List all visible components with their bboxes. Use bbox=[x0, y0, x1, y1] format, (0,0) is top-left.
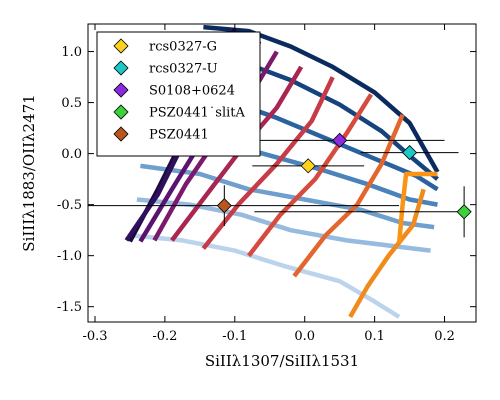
legend-marker-1 bbox=[113, 38, 129, 54]
legend-label-1: rcs0327-G bbox=[149, 40, 217, 55]
axis-ticks: -0.3 -0.2 -0.1 0.0 0.1 0.2 1.0 0.5 0.0 -0.5 -1.0 -1… bbox=[57, 24, 476, 344]
data-point-2 bbox=[402, 145, 418, 161]
x-tick-label-1: -0.3 bbox=[82, 329, 107, 344]
x-tick-label-4: 0.0 bbox=[294, 329, 315, 344]
y-axis-title: SiIIIλ1883/OIIλ2471 bbox=[20, 94, 38, 251]
data-point-4 bbox=[456, 204, 472, 220]
x-tick-label-5: 0.1 bbox=[364, 329, 385, 344]
legend-marker-2 bbox=[113, 60, 129, 76]
model-track-10 bbox=[396, 171, 438, 244]
legend-label-3: S0108+0624 bbox=[149, 84, 235, 99]
data-markers bbox=[216, 132, 472, 220]
model-track-9 bbox=[348, 188, 426, 319]
data-point-1 bbox=[300, 158, 316, 174]
model-grid bbox=[124, 24, 440, 319]
plot-frame bbox=[87, 23, 477, 323]
model-curve-6 bbox=[136, 197, 431, 253]
legend-label-5: PSZ0441 bbox=[149, 128, 209, 143]
x-axis-title: SiIIλ1307/SiIIλ1531 bbox=[205, 352, 359, 370]
model-track-7 bbox=[247, 93, 374, 258]
legend-label-4: PSZ0441˙slitA bbox=[149, 106, 245, 121]
legend: rcs0327-G rcs0327-U S0108+0624 PSZ0441˙slit… bbox=[96, 31, 261, 157]
y-tick-label-3: 0.0 bbox=[61, 147, 82, 162]
model-curve-1 bbox=[203, 24, 440, 174]
model-curve-5 bbox=[140, 163, 435, 230]
legend-marker-5 bbox=[113, 126, 129, 142]
model-curve-7 bbox=[129, 233, 401, 319]
y-tick-label-6: -1.5 bbox=[57, 300, 82, 315]
data-point-3 bbox=[332, 132, 348, 148]
legend-label-2: rcs0327-U bbox=[149, 62, 218, 77]
y-tick-label-2: 0.5 bbox=[61, 96, 82, 111]
data-point-5 bbox=[216, 198, 232, 214]
y-tick-label-5: -1.0 bbox=[57, 249, 82, 264]
legend-marker-4 bbox=[113, 104, 129, 120]
model-track-8 bbox=[292, 113, 405, 278]
legend-marker-3 bbox=[113, 82, 129, 98]
x-tick-label-2: -0.2 bbox=[152, 329, 177, 344]
x-tick-label-3: -0.1 bbox=[222, 329, 247, 344]
model-track-6 bbox=[201, 76, 335, 250]
y-tick-label-1: 1.0 bbox=[61, 45, 82, 60]
x-tick-label-6: 0.2 bbox=[434, 329, 455, 344]
y-tick-label-4: -0.5 bbox=[57, 198, 82, 213]
